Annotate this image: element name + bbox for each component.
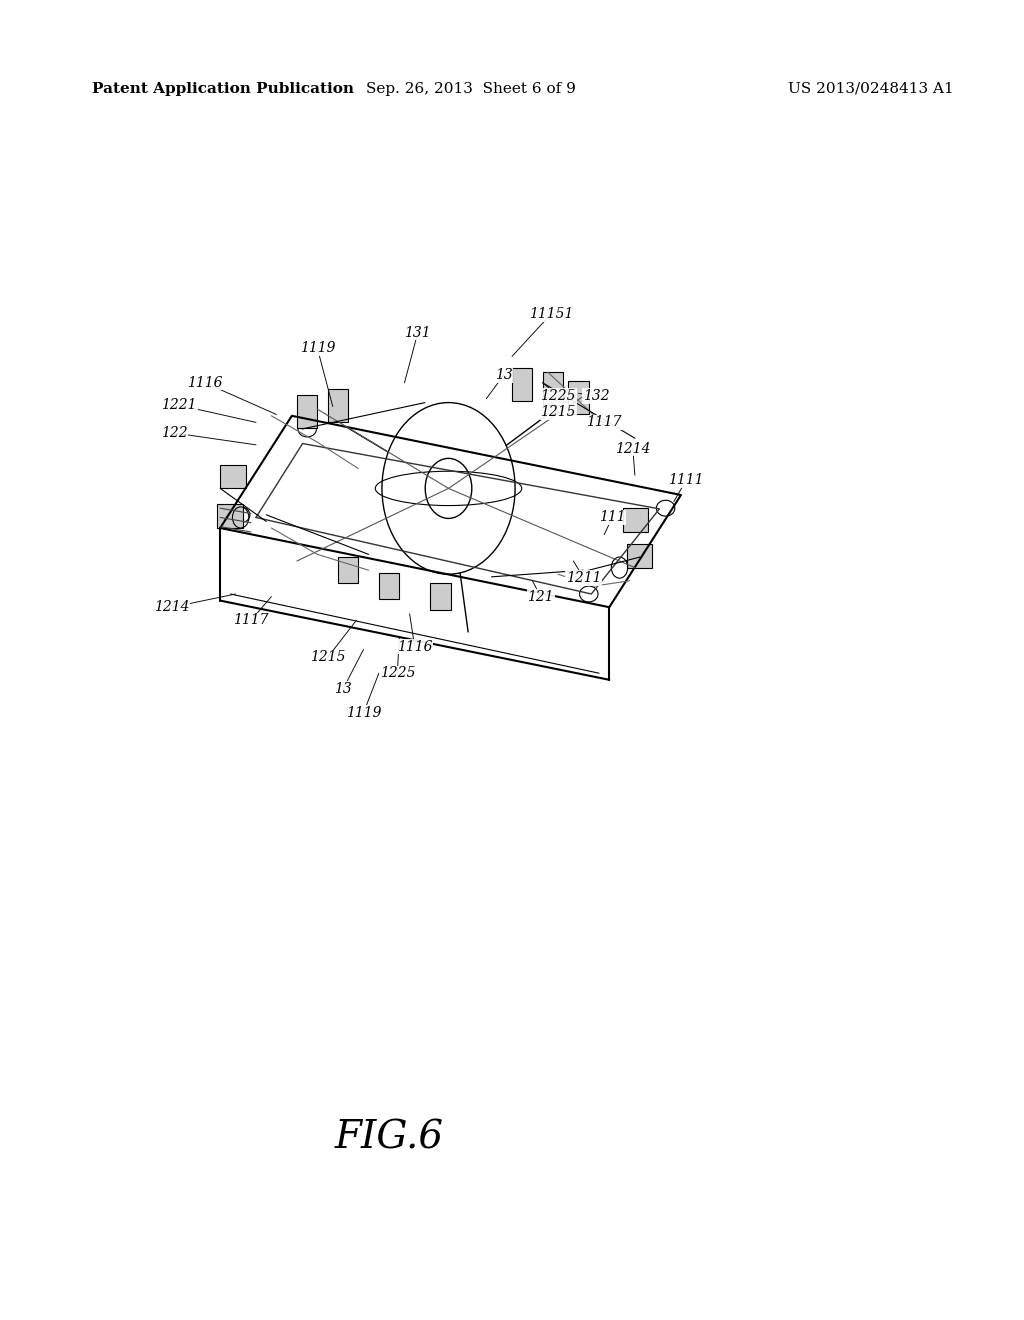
Text: 122: 122 — [161, 426, 187, 440]
Text: 121: 121 — [527, 590, 554, 603]
Text: Sep. 26, 2013  Sheet 6 of 9: Sep. 26, 2013 Sheet 6 of 9 — [367, 82, 575, 96]
Text: 11151: 11151 — [528, 308, 573, 321]
Text: 13: 13 — [334, 682, 352, 696]
Text: 1225: 1225 — [541, 389, 575, 403]
Text: 1225: 1225 — [380, 667, 415, 680]
Text: 1221: 1221 — [162, 399, 197, 412]
Bar — [543, 372, 563, 405]
Bar — [297, 395, 317, 428]
Text: 1117: 1117 — [233, 614, 268, 627]
Bar — [338, 557, 358, 583]
Text: 1215: 1215 — [541, 405, 575, 418]
Text: 131: 131 — [404, 326, 431, 339]
Text: 1215: 1215 — [310, 651, 345, 664]
Text: 1117: 1117 — [587, 416, 622, 429]
Text: 13: 13 — [495, 368, 513, 381]
Text: 1214: 1214 — [615, 442, 650, 455]
Bar — [379, 573, 399, 599]
Bar — [627, 544, 652, 568]
Text: 1214: 1214 — [155, 601, 189, 614]
Text: 1111: 1111 — [669, 474, 703, 487]
Bar — [430, 583, 451, 610]
Bar — [328, 389, 348, 422]
Bar — [220, 465, 246, 488]
Bar — [217, 504, 243, 528]
Text: 132: 132 — [583, 389, 609, 403]
Text: FIG.6: FIG.6 — [335, 1119, 443, 1156]
Text: Patent Application Publication: Patent Application Publication — [92, 82, 354, 96]
Text: 1211: 1211 — [566, 572, 601, 585]
Text: US 2013/0248413 A1: US 2013/0248413 A1 — [787, 82, 953, 96]
Bar — [568, 381, 589, 414]
Text: 1119: 1119 — [346, 706, 381, 719]
Bar — [512, 368, 532, 401]
Text: 111: 111 — [599, 511, 626, 524]
Text: 1116: 1116 — [187, 376, 222, 389]
Text: 1116: 1116 — [397, 640, 432, 653]
Text: 1119: 1119 — [300, 342, 335, 355]
Bar — [623, 508, 648, 532]
